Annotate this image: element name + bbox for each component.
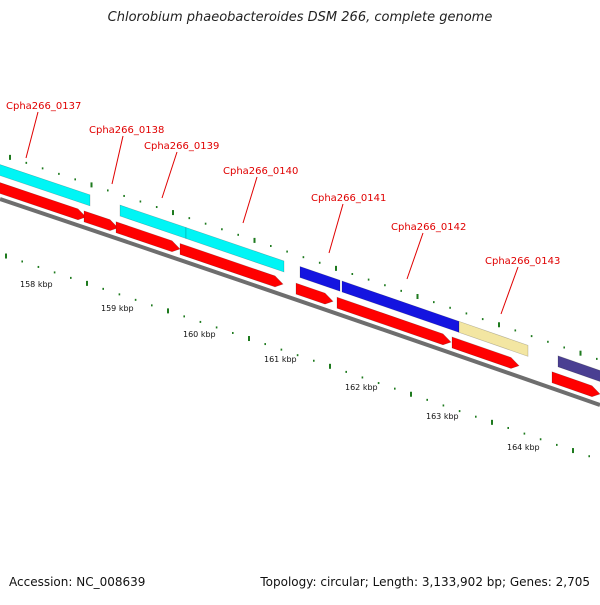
label-leader-line [406,232,424,280]
gene-label-0141: Cpha266_0141 [311,193,386,204]
gene-bar-track [0,164,600,382]
scale-label-162: 162 kbp [345,383,378,392]
gene-bar-cyan [0,164,91,207]
cds-arrow [295,282,334,305]
cds-arrow [83,210,119,231]
gene-bar-cyan [185,227,285,273]
gene-label-0140: Cpha266_0140 [223,166,298,177]
gene-label-0142: Cpha266_0142 [391,222,466,233]
cds-arrow [115,221,181,253]
gene-label-0143: Cpha266_0143 [485,256,560,267]
cds-arrow [0,182,87,221]
tick-row-upper [9,154,598,360]
label-leader-line [111,135,124,185]
cds-arrow [551,371,600,398]
gene-bar-purple [557,355,600,382]
gene-label-0139: Cpha266_0139 [144,141,219,152]
gene-label-0137: Cpha266_0137 [6,101,81,112]
scale-labels: 158 kbp 159 kbp 160 kbp 161 kbp 162 kbp … [20,280,540,452]
scale-label-163: 163 kbp [426,412,459,421]
label-leader-line [500,266,519,315]
tick-row-scale [5,253,591,458]
gene-bar-beige [458,320,529,357]
cds-arrow [336,296,452,346]
label-leader-line [161,151,178,199]
gene-labels: Cpha266_0137 Cpha266_0138 Cpha266_0139 C… [6,101,560,267]
label-leader-line [25,111,39,159]
accession-text: Accession: NC_008639 [9,575,146,589]
scale-label-159: 159 kbp [101,304,134,313]
scale-label-160: 160 kbp [183,330,216,339]
cds-arrow [451,336,520,369]
cds-track [0,182,600,398]
label-leaders [25,111,519,315]
genome-summary-text: Topology: circular; Length: 3,133,902 bp… [260,575,590,589]
scale-label-161: 161 kbp [264,355,297,364]
label-leader-line [328,203,344,254]
scale-label-164: 164 kbp [507,443,540,452]
cds-arrow [179,243,284,288]
scale-label-158: 158 kbp [20,280,53,289]
gene-label-0138: Cpha266_0138 [89,125,164,136]
genome-backbone [0,197,600,407]
genome-title: Chlorobium phaeobacteroides DSM 266, com… [107,10,493,25]
label-leader-line [242,176,258,224]
gene-bar-blue [299,266,341,292]
